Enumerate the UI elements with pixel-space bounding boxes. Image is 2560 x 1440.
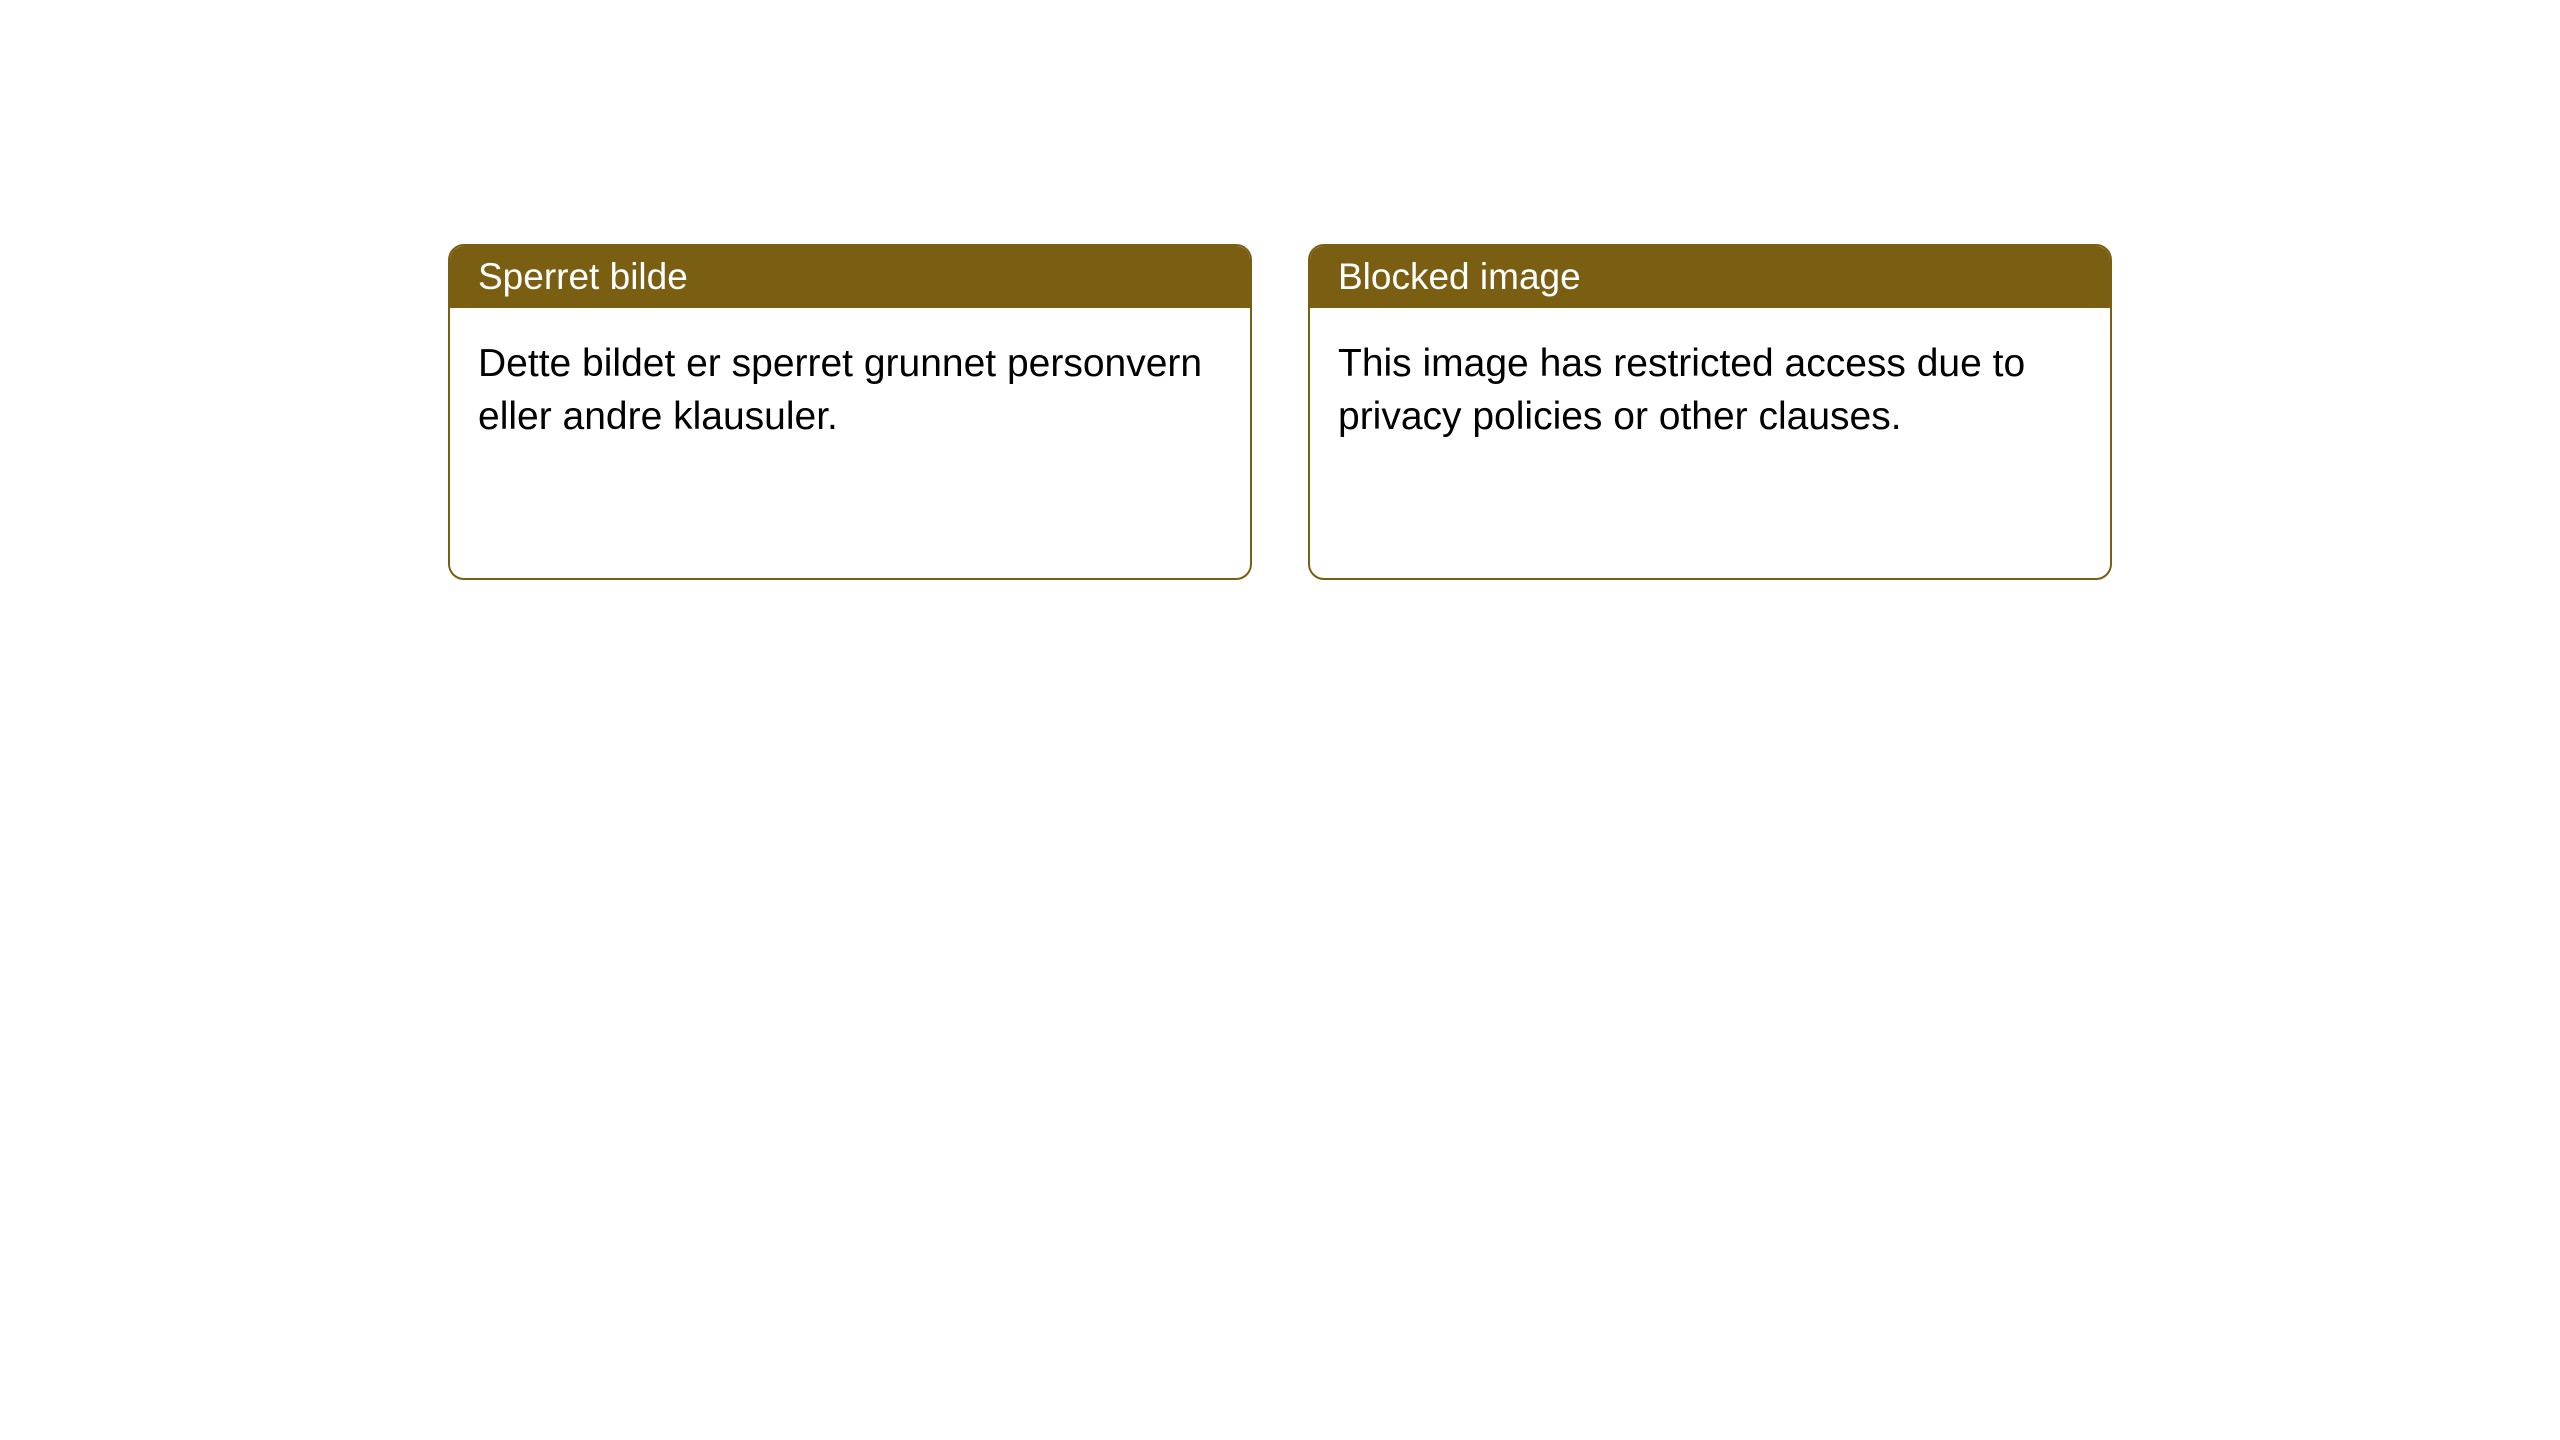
notice-card-norwegian: Sperret bilde Dette bildet er sperret gr… bbox=[448, 244, 1252, 580]
notice-body: Dette bildet er sperret grunnet personve… bbox=[450, 308, 1250, 473]
notice-title: Blocked image bbox=[1310, 246, 2110, 308]
notice-card-english: Blocked image This image has restricted … bbox=[1308, 244, 2112, 580]
notice-body: This image has restricted access due to … bbox=[1310, 308, 2110, 473]
notice-title: Sperret bilde bbox=[450, 246, 1250, 308]
notice-container: Sperret bilde Dette bildet er sperret gr… bbox=[0, 0, 2560, 580]
